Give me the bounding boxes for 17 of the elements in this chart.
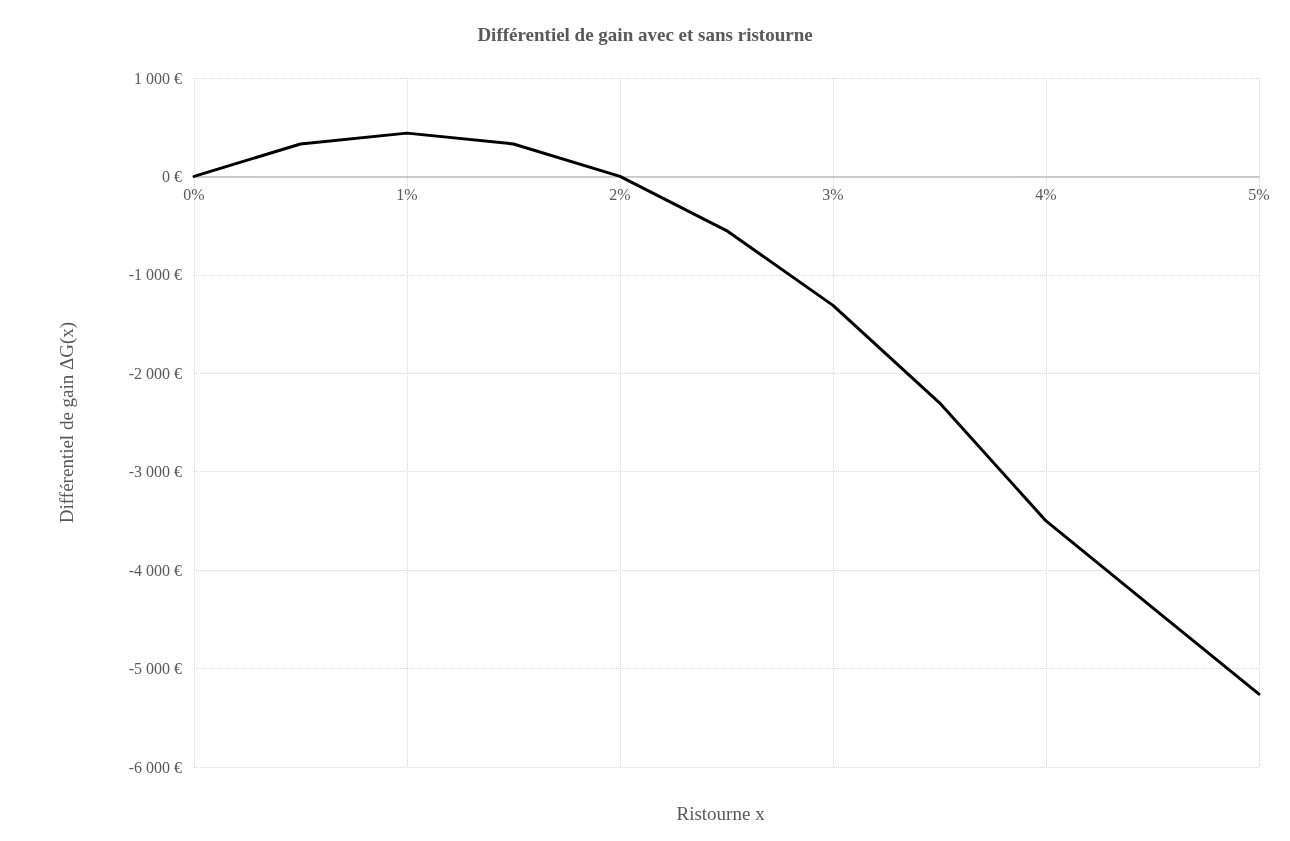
- y-tick-label: -2 000 €: [128, 364, 182, 382]
- x-tick-label: 3%: [822, 185, 844, 203]
- y-tick-label: -1 000 €: [128, 266, 182, 284]
- y-axis-title: Différentiel de gain ΔG(x): [56, 321, 78, 524]
- x-axis-title: Ristourne x: [676, 803, 766, 824]
- x-tick-label: 0%: [183, 185, 205, 203]
- x-tick-label: 1%: [396, 185, 418, 203]
- y-tick-label: 1 000 €: [134, 69, 182, 87]
- x-tick-label: 2%: [609, 185, 631, 203]
- x-tick-label: 5%: [1248, 185, 1270, 203]
- x-tick-label: 4%: [1035, 185, 1057, 203]
- y-tick-label: -6 000 €: [128, 758, 182, 776]
- y-tick-label: -5 000 €: [128, 660, 182, 678]
- y-tick-label: -4 000 €: [128, 561, 182, 579]
- chart-title: Différentiel de gain avec et sans ristourne: [477, 24, 813, 45]
- y-tick-label: -3 000 €: [128, 463, 182, 481]
- y-tick-label: 0 €: [162, 167, 182, 185]
